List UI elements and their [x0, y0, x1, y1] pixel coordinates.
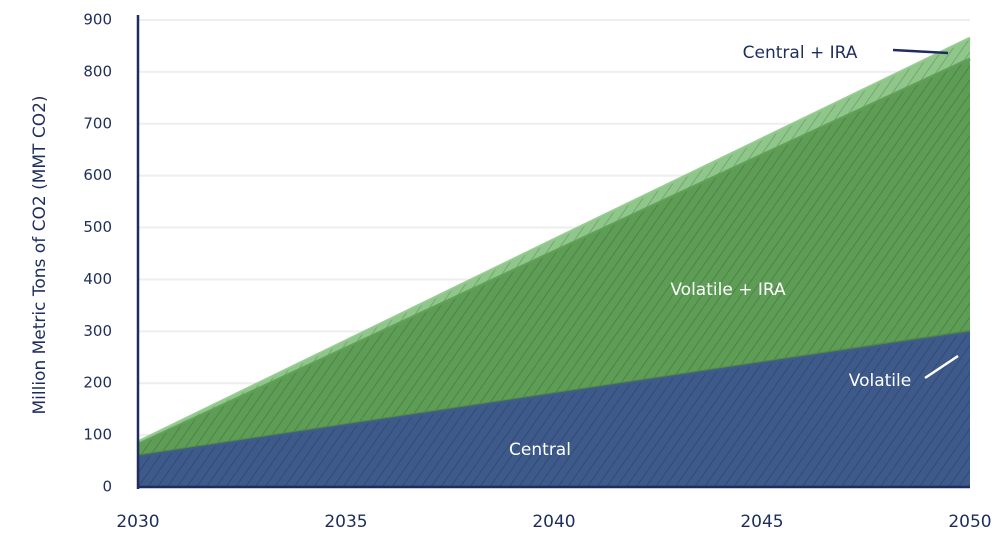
- x-tick-label: 2045: [740, 512, 783, 532]
- y-tick-label: 600: [83, 166, 112, 184]
- area-edge: [137, 36, 971, 444]
- y-tick-label: 300: [83, 322, 112, 340]
- y-tick-label: 200: [83, 374, 112, 392]
- area-edge: [137, 331, 971, 459]
- area-edge: [137, 57, 971, 446]
- series-label: Central + IRA: [743, 43, 858, 63]
- y-tick-label: 100: [83, 426, 112, 444]
- y-tick-label: 0: [102, 478, 112, 496]
- x-tick-label: 2040: [532, 512, 575, 532]
- series-label: Central: [509, 440, 571, 460]
- leader-line: [892, 48, 949, 55]
- x-tick-label: 2030: [116, 512, 159, 532]
- y-axis-label: Million Metric Tons of CO2 (MMT CO2): [30, 95, 50, 414]
- y-tick-label: 500: [83, 218, 112, 236]
- x-tick-label: 2035: [324, 512, 367, 532]
- series-label: Volatile: [849, 371, 911, 391]
- leader-line: [924, 354, 959, 380]
- areas: [137, 36, 971, 488]
- y-tick-label: 700: [83, 114, 112, 132]
- y-tick-label: 800: [83, 62, 112, 80]
- axes: 0 100 200 300 400 500 600 700 800 900 2030 2035 2040…: [83, 11, 991, 533]
- y-tick-label: 400: [83, 270, 112, 288]
- area-hatch: [138, 332, 970, 487]
- y-tick-label: 900: [83, 11, 112, 29]
- series-label: Volatile + IRA: [670, 280, 786, 300]
- x-tick-label: 2050: [948, 512, 991, 532]
